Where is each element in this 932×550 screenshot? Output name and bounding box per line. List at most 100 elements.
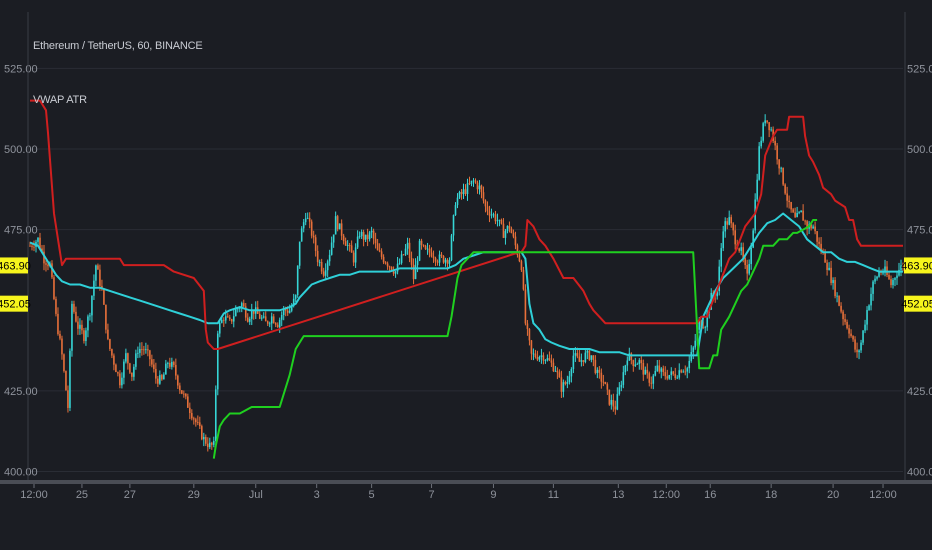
candle-body bbox=[830, 267, 832, 283]
candle-body bbox=[99, 269, 101, 286]
candle-body bbox=[206, 443, 209, 448]
candle-body bbox=[274, 323, 277, 325]
candle-body bbox=[842, 311, 844, 320]
candle-body bbox=[548, 358, 551, 361]
candle-body bbox=[798, 212, 800, 214]
candle-body bbox=[260, 317, 263, 319]
x-tick-label: 29 bbox=[188, 489, 200, 501]
candle-body bbox=[762, 123, 764, 141]
candle-body bbox=[358, 236, 361, 238]
candle-body bbox=[141, 348, 143, 350]
candle-body bbox=[860, 342, 862, 351]
candle-body bbox=[576, 353, 579, 357]
candle-body bbox=[866, 310, 868, 325]
candle-body bbox=[508, 225, 511, 229]
candle-body bbox=[131, 372, 133, 377]
candle-body bbox=[226, 316, 229, 318]
candle-body bbox=[622, 372, 625, 385]
badge-label: 452.05 bbox=[0, 299, 31, 311]
candle-body bbox=[440, 254, 443, 256]
candle-body bbox=[776, 145, 778, 160]
candle-body bbox=[628, 353, 631, 361]
badge-left bbox=[0, 257, 28, 274]
candle-body bbox=[85, 330, 87, 341]
candle-body bbox=[191, 413, 193, 419]
candle-body bbox=[77, 321, 79, 329]
candle-body bbox=[195, 419, 197, 423]
candle-body bbox=[406, 242, 409, 249]
candle-body bbox=[432, 256, 435, 259]
candle-body bbox=[580, 360, 583, 362]
candle-body bbox=[362, 231, 365, 240]
candle-body bbox=[149, 350, 151, 360]
candle-body bbox=[826, 262, 828, 270]
candle-body bbox=[222, 319, 225, 321]
candle-body bbox=[240, 303, 243, 308]
candle-body bbox=[416, 260, 419, 266]
candle-body bbox=[246, 317, 249, 322]
candle-body bbox=[109, 339, 111, 350]
price-axes: 525.00 525.00 500.00 500.00 475.00 475.00 425.… bbox=[4, 12, 932, 480]
candle-body bbox=[340, 223, 343, 236]
candle-body bbox=[111, 349, 113, 356]
candle-body bbox=[364, 234, 367, 240]
candle-body bbox=[586, 350, 589, 353]
x-tick-label: 16 bbox=[704, 489, 716, 501]
candle-body bbox=[616, 394, 619, 410]
candle-body bbox=[892, 279, 894, 286]
x-tick-label: 9 bbox=[490, 489, 496, 501]
candle-body bbox=[680, 370, 683, 373]
candle-body bbox=[446, 259, 449, 264]
candle-body bbox=[490, 214, 493, 216]
candle-body bbox=[644, 369, 647, 375]
candle-body bbox=[504, 231, 507, 238]
candle-body bbox=[856, 349, 858, 353]
candle-body bbox=[460, 191, 463, 195]
y-tick-label-right: 525.00 bbox=[907, 63, 932, 75]
time-axis-bar[interactable] bbox=[0, 480, 932, 484]
candle-body bbox=[218, 322, 221, 334]
candle-body bbox=[526, 323, 529, 329]
candle-body bbox=[570, 369, 573, 377]
candle-body bbox=[682, 371, 685, 373]
candle-body bbox=[836, 295, 838, 297]
candle-body bbox=[296, 265, 299, 296]
candle-body bbox=[544, 360, 547, 361]
candle-body bbox=[356, 236, 359, 248]
candle-body bbox=[584, 352, 587, 362]
candle-body bbox=[151, 359, 153, 365]
candle-body bbox=[550, 360, 553, 363]
candle-body bbox=[558, 372, 561, 378]
candle-body bbox=[201, 426, 203, 440]
candle-body bbox=[115, 364, 117, 373]
candle-body bbox=[428, 248, 431, 253]
candle-body bbox=[278, 319, 281, 328]
candle-body bbox=[159, 375, 161, 384]
candle-body bbox=[45, 263, 47, 265]
candle-body bbox=[688, 360, 691, 369]
candle-body bbox=[157, 378, 159, 384]
candle-body bbox=[592, 355, 595, 360]
candle-body bbox=[189, 407, 191, 414]
candle-body bbox=[538, 356, 541, 360]
candle-body bbox=[436, 261, 439, 263]
candle-body bbox=[492, 214, 495, 216]
candle-body bbox=[532, 353, 535, 355]
candle-body bbox=[444, 259, 447, 263]
candle-body bbox=[568, 376, 571, 383]
badge-left bbox=[0, 295, 28, 312]
x-tick-label: 3 bbox=[314, 489, 320, 501]
x-tick-label: 18 bbox=[765, 489, 777, 501]
candle-body bbox=[442, 255, 445, 263]
candle-body bbox=[876, 276, 878, 279]
candle-body bbox=[734, 230, 736, 245]
candle-body bbox=[722, 231, 725, 249]
candle-body bbox=[322, 271, 325, 276]
candle-body bbox=[530, 340, 533, 354]
x-tick-label: 20 bbox=[827, 489, 839, 501]
candle-body bbox=[177, 375, 179, 386]
x-tick-label: 25 bbox=[76, 489, 88, 501]
candle-body bbox=[430, 252, 433, 257]
candle-body bbox=[348, 245, 351, 246]
